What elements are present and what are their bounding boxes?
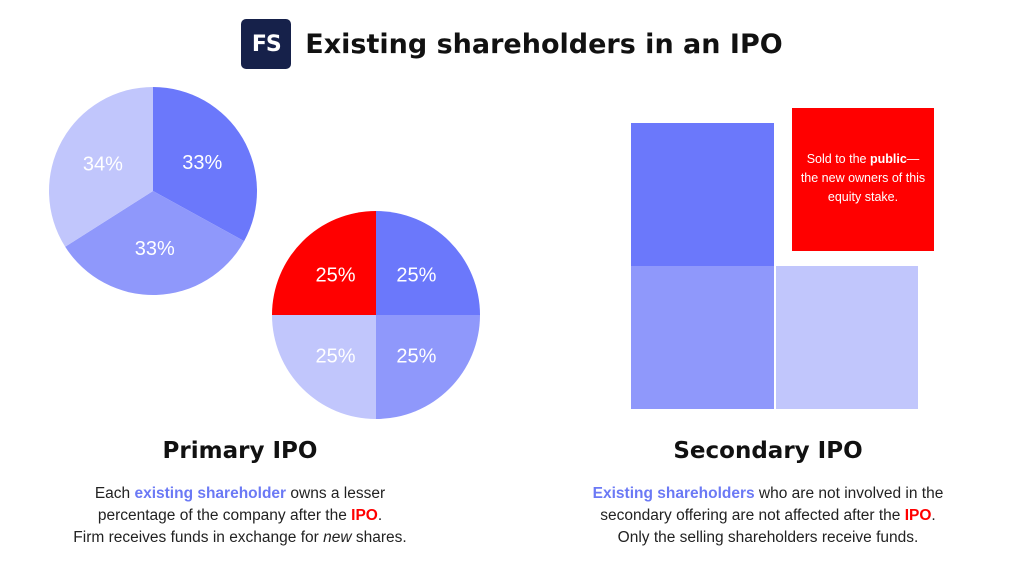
primary-ipo-title: Primary IPO (162, 438, 318, 464)
new-emphasis: new (323, 529, 352, 546)
primary-before-slice-3-label: 34% (83, 153, 123, 175)
text: Each (94, 485, 135, 502)
primary-after-slice-1 (376, 211, 480, 315)
primary-after-slice-2 (376, 315, 480, 419)
text: secondary offering are not affected afte… (600, 507, 905, 524)
secondary-ipo-title: Secondary IPO (673, 438, 863, 464)
primary-desc-line-2: percentage of the company after the IPO. (5, 505, 475, 527)
primary-after-slice-3 (272, 315, 376, 419)
primary-after-slice-4-label: 25% (316, 265, 356, 287)
secondary-block-bottom-left (631, 266, 774, 409)
primary-before-slice-3 (49, 87, 153, 247)
secondary-desc-line-2: secondary offering are not affected afte… (533, 505, 1003, 527)
secondary-ipo-description: Existing shareholders who are not involv… (533, 483, 1003, 549)
secondary-blocks (631, 123, 918, 409)
secondary-desc-line-1: Existing shareholders who are not involv… (533, 483, 1003, 505)
text: owns a lesser (286, 485, 386, 502)
text: percentage of the company after the (97, 507, 352, 524)
text: who are not involved in the (754, 485, 944, 502)
existing-shareholder-highlight: existing shareholder (134, 485, 287, 502)
primary-before-slice-2-label: 33% (135, 238, 175, 260)
page-title: Existing shareholders in an IPO (305, 28, 783, 60)
secondary-desc-line-3: Only the selling shareholders receive fu… (617, 529, 919, 546)
text: Firm receives funds in exchange for (73, 529, 324, 546)
primary-before-slice-2 (65, 191, 245, 295)
primary-before-slice-1 (153, 87, 257, 242)
primary-before-slice-1-label: 33% (182, 152, 222, 174)
secondary-block-bottom-right (776, 266, 918, 409)
public-box-text-before: Sold to the (806, 152, 870, 166)
primary-after-slice-4 (272, 211, 376, 315)
ipo-highlight: IPO (351, 507, 378, 524)
ipo-highlight: IPO (904, 507, 932, 524)
primary-after-slice-3-label: 25% (316, 345, 356, 367)
header: FS Existing shareholders in an IPO (0, 16, 1024, 72)
primary-desc-line-3: Firm receives funds in exchange for new … (5, 527, 475, 549)
text: . (377, 507, 383, 524)
public-box-text-bold: public (869, 152, 907, 166)
primary-after-slice-1-label: 25% (396, 265, 436, 287)
primary-after-slice-2-label: 25% (396, 345, 436, 367)
primary-ipo-description: Each existing shareholder owns a lesser … (5, 483, 475, 549)
text: shares. (351, 529, 407, 546)
public-box-text-after: — the new owners of this equity stake. (800, 152, 926, 204)
text: . (931, 507, 936, 524)
existing-shareholders-highlight: Existing shareholders (592, 485, 755, 502)
fs-logo: FS (241, 19, 292, 69)
secondary-block-top (631, 123, 774, 266)
primary-after-pie: 25% 25% 25% 25% (272, 211, 480, 419)
public-stake-box: Sold to the public— the new owners of th… (792, 108, 934, 251)
primary-desc-line-1: Each existing shareholder owns a lesser (5, 483, 475, 505)
primary-before-pie: 33% 33% 34% (49, 87, 257, 295)
